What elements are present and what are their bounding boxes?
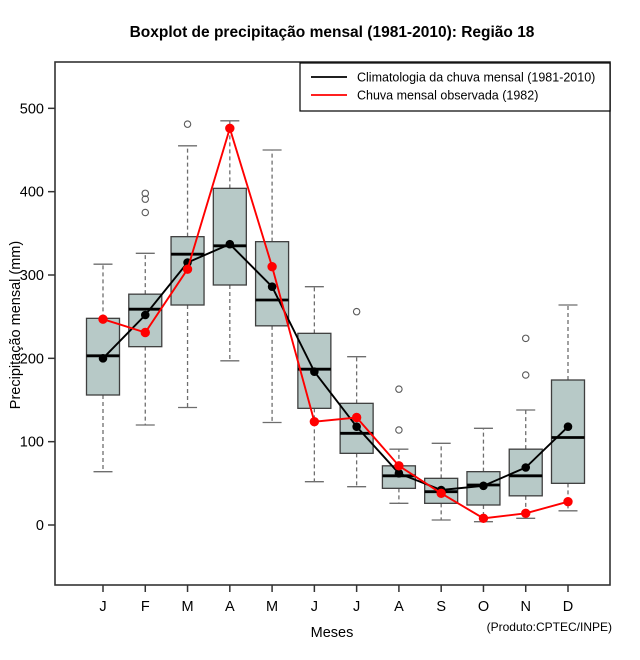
axes-layer: 0 100 200 300 400 500 J F M A M J J A S O N D (20, 101, 573, 615)
series-point-0 (352, 422, 361, 431)
y-tick-label: 400 (20, 185, 44, 201)
y-tick-label: 200 (20, 351, 44, 367)
outlier-point (141, 208, 150, 217)
x-tick-label: N (520, 599, 530, 615)
x-tick-label: J (99, 599, 106, 615)
series-point-0 (98, 354, 108, 363)
outlier-point (395, 385, 403, 393)
series-line-1 (102, 125, 569, 520)
y-tick-label: 0 (36, 518, 44, 534)
x-tick-label: M (181, 599, 193, 615)
boxes-layer (85, 187, 586, 506)
x-tick-label: S (436, 599, 446, 615)
series-point-0 (563, 422, 573, 431)
outlier-point (352, 307, 361, 316)
legend: Climatologia da chuva mensal (1981-2010)… (299, 62, 611, 112)
outlier-point (521, 334, 530, 343)
series-point-1 (309, 416, 320, 427)
series-point-1 (140, 327, 150, 338)
credit-text: (Produto:CPTEC/INPE) (487, 620, 612, 634)
series-layer (98, 123, 573, 524)
series-point-1 (521, 508, 531, 519)
series-point-0 (225, 239, 235, 249)
box-F1 (128, 293, 163, 348)
x-tick-label: J (353, 599, 360, 615)
x-axis-label: Meses (311, 625, 354, 641)
series-point-1 (351, 412, 362, 423)
plot-border (54, 61, 611, 586)
series-point-1 (394, 461, 404, 471)
series-point-0 (394, 469, 404, 478)
series-point-0 (140, 310, 150, 320)
legend-box (299, 62, 611, 112)
y-tick-label: 300 (20, 268, 44, 284)
series-point-1 (563, 496, 573, 507)
legend-label-climatologia: Climatologia da chuva mensal (1981-2010) (357, 71, 595, 85)
outlier-point (141, 189, 150, 198)
x-tick-label: O (478, 599, 489, 615)
series-point-1 (225, 123, 235, 134)
x-tick-label: D (563, 599, 573, 615)
y-axis-label: Precipitação mensal (mm) (8, 241, 24, 409)
x-tick-label: M (266, 599, 278, 615)
y-tick-label: 100 (20, 435, 44, 451)
x-tick-label: A (394, 599, 404, 615)
series-point-0 (479, 481, 488, 491)
series-point-1 (267, 261, 277, 272)
chart-title: Boxplot de precipitação mensal (1981-201… (130, 24, 535, 41)
whiskers-layer (93, 120, 578, 523)
outlier-point (183, 120, 192, 128)
legend-label-observada: Chuva mensal observada (1982) (357, 89, 538, 103)
series-line-0 (102, 243, 569, 491)
outliers-layer (141, 120, 530, 434)
x-tick-label: A (225, 599, 235, 615)
series-point-1 (98, 314, 108, 324)
box-A3 (212, 187, 247, 286)
series-point-0 (521, 463, 531, 472)
series-point-1 (436, 488, 446, 499)
outlier-point (141, 195, 150, 203)
series-point-0 (267, 282, 277, 291)
outlier-point (395, 426, 403, 434)
box-D11 (550, 379, 586, 484)
series-point-0 (310, 367, 319, 376)
series-point-1 (478, 513, 489, 524)
outlier-point (521, 371, 530, 379)
x-tick-label: F (141, 599, 150, 615)
series-point-1 (182, 264, 193, 274)
x-tick-label: J (311, 599, 318, 615)
y-tick-label: 500 (20, 101, 44, 117)
